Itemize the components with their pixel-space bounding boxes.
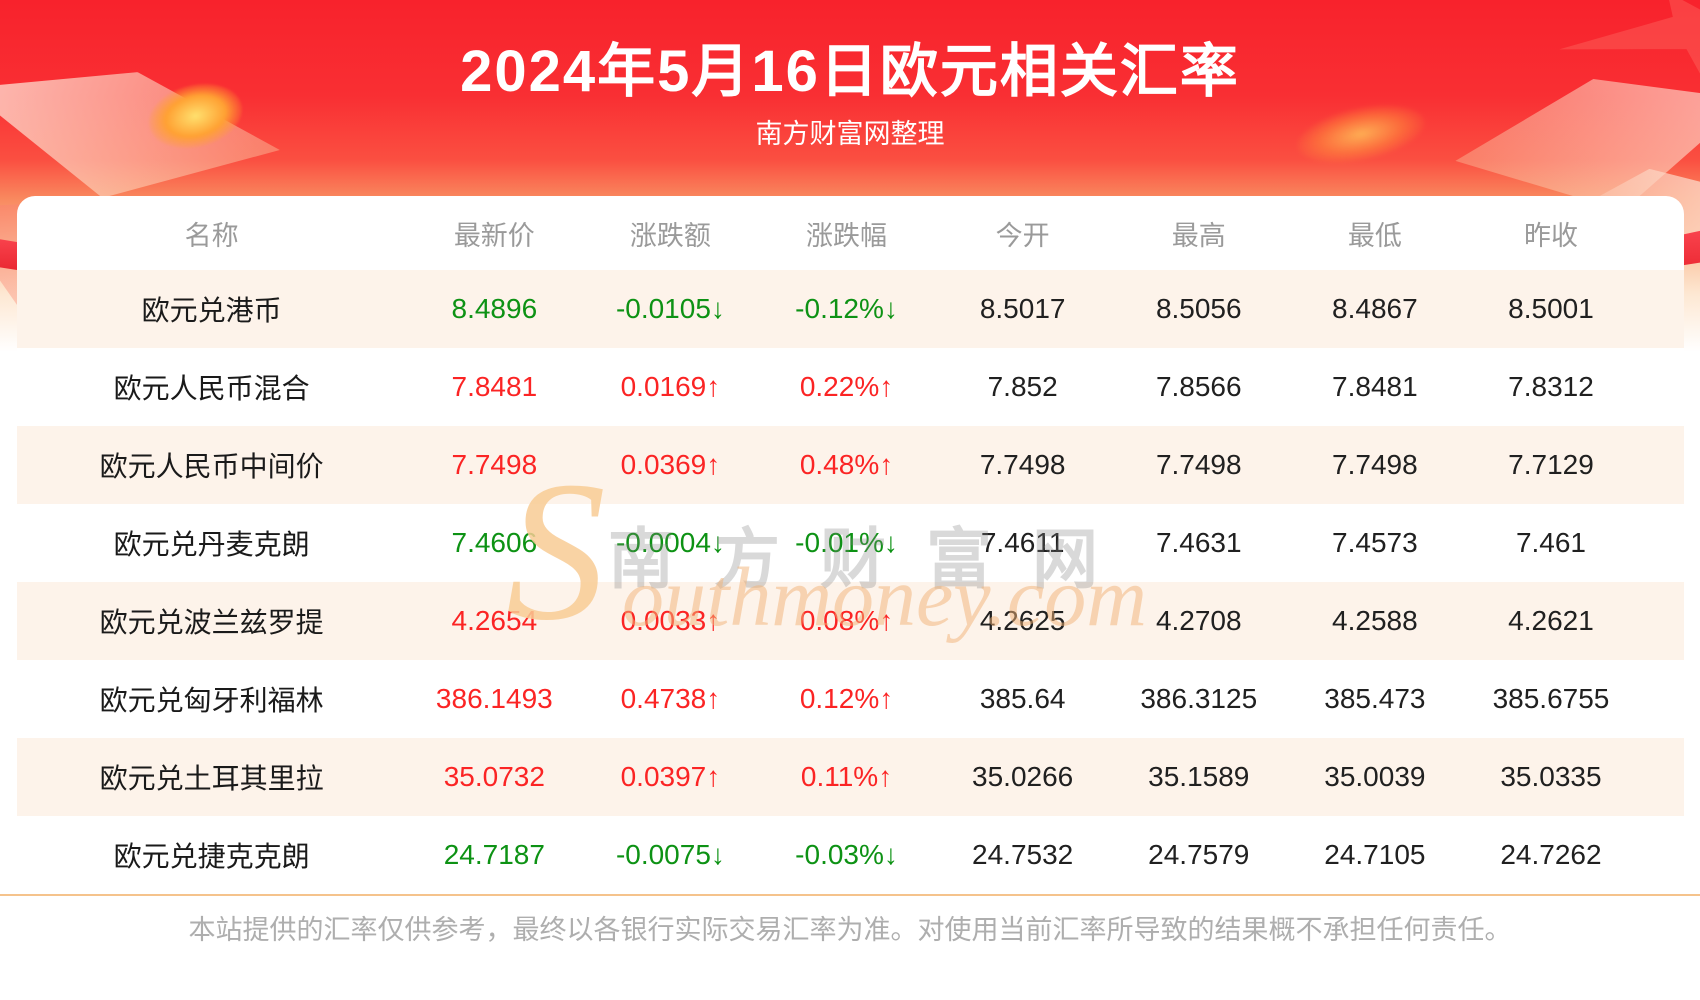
low-price: 8.4867 [1332,293,1418,324]
pair-name: 欧元兑捷克克朗 [113,841,310,872]
table-row: 欧元人民币混合 7.8481 0.0169↑ 0.22%↑ 7.852 7.8566 7.8… [17,348,1684,426]
table-header-row: 名称 最新价 涨跌额 涨跌幅 今开 最高 最低 昨收 [17,196,1684,270]
high-price: 35.1589 [1148,761,1250,792]
open-price: 8.5017 [979,293,1066,324]
table-row: 欧元兑土耳其里拉 35.0732 0.0397↑ 0.11%↑ 35.0266 35.15… [17,738,1684,816]
change-amount: 0.4738↑ [620,683,721,714]
pair-name: 欧元兑波兰兹罗提 [99,607,324,638]
pair-name: 欧元人民币混合 [113,373,310,404]
pair-name: 欧元人民币中间价 [99,451,324,482]
previous-close: 7.7129 [1508,449,1594,480]
change-percent: 0.48%↑ [799,449,894,480]
change-amount: 0.0397↑ [620,761,721,792]
previous-close: 24.7262 [1500,839,1602,870]
high-price: 7.4631 [1155,527,1242,558]
change-percent: -0.01%↓ [795,527,898,558]
low-price: 7.4573 [1332,527,1418,558]
column-header: 今开 [995,220,1050,251]
page-subtitle: 南方财富网整理 [755,119,945,149]
disclaimer-text: 本站提供的汇率仅供参考，最终以各银行实际交易汇率为准。对使用当前汇率所导致的结果… [188,915,1512,945]
table-row: 欧元人民币中间价 7.7498 0.0369↑ 0.48%↑ 7.7498 7.7498 7… [17,426,1684,504]
column-header: 最低 [1347,220,1402,251]
column-header: 涨跌额 [629,220,711,251]
change-percent: -0.12%↓ [795,293,898,324]
pair-name: 欧元兑港币 [141,295,282,326]
low-price: 7.8481 [1332,371,1418,402]
change-percent: 0.12%↑ [799,683,894,714]
table-row: 欧元兑波兰兹罗提 4.2654 0.0033↑ 0.08%↑ 4.2625 4.2708 4… [17,582,1684,660]
table-row: 欧元兑港币 8.4896 -0.0105↓ -0.12%↓ 8.5017 8.5056 8.… [17,270,1684,348]
latest-price: 7.7498 [451,449,538,480]
table-body: 欧元兑港币 8.4896 -0.0105↓ -0.12%↓ 8.5017 8.5056 8.… [17,270,1684,894]
open-price: 35.0266 [972,761,1074,792]
change-amount: -0.0105↓ [615,293,725,324]
previous-close: 4.2621 [1508,605,1594,636]
footer-divider [0,894,1700,896]
low-price: 385.473 [1324,683,1426,714]
low-price: 24.7105 [1324,839,1426,870]
high-price: 24.7579 [1148,839,1250,870]
high-price: 7.8566 [1155,371,1242,402]
column-header: 昨收 [1523,220,1578,251]
low-price: 4.2588 [1332,605,1418,636]
open-price: 7.7498 [979,449,1066,480]
column-header: 涨跌幅 [806,220,888,251]
high-price: 7.7498 [1155,449,1242,480]
previous-close: 7.8312 [1508,371,1594,402]
column-header: 最新价 [453,220,535,251]
change-percent: 0.11%↑ [800,761,893,792]
latest-price: 35.0732 [443,761,545,792]
change-percent: 0.08%↑ [799,605,894,636]
open-price: 7.852 [987,371,1058,402]
change-amount: 0.0033↑ [620,605,721,636]
exchange-rate-table: 名称 最新价 涨跌额 涨跌幅 今开 最高 最低 昨收 欧元兑港币 8.4896 -0.0105↓ -… [17,196,1684,1000]
change-amount: 0.0369↑ [620,449,721,480]
low-price: 35.0039 [1324,761,1426,792]
open-price: 4.2625 [979,605,1066,636]
table-row: 欧元兑捷克克朗 24.7187 -0.0075↓ -0.03%↓ 24.7532 24.7… [17,816,1684,894]
previous-close: 385.6755 [1492,683,1610,714]
previous-close: 7.461 [1515,527,1587,558]
column-header: 最高 [1171,220,1226,251]
low-price: 7.7498 [1332,449,1418,480]
pair-name: 欧元兑土耳其里拉 [99,763,324,794]
latest-price: 7.8481 [451,371,538,402]
previous-close: 8.5001 [1508,293,1594,324]
change-amount: -0.0075↓ [615,839,725,870]
high-price: 386.3125 [1140,683,1258,714]
high-price: 4.2708 [1155,605,1242,636]
previous-close: 35.0335 [1500,761,1602,792]
latest-price: 4.2654 [451,605,538,636]
latest-price: 24.7187 [443,839,545,870]
open-price: 385.64 [979,683,1066,714]
change-amount: 0.0169↑ [620,371,721,402]
change-percent: 0.22%↑ [799,371,894,402]
high-price: 8.5056 [1155,293,1242,324]
latest-price: 7.4606 [451,527,538,558]
table-row: 欧元兑匈牙利福林 386.1493 0.4738↑ 0.12%↑ 385.64 386.3… [17,660,1684,738]
open-price: 7.4611 [980,527,1065,558]
pair-name: 欧元兑匈牙利福林 [99,685,324,716]
latest-price: 386.1493 [435,683,553,714]
column-header: 名称 [184,220,239,251]
page-title: 2024年5月16日欧元相关汇率 [460,39,1240,104]
pair-name: 欧元兑丹麦克朗 [113,529,310,560]
change-percent: -0.03%↓ [795,839,898,870]
open-price: 24.7532 [972,839,1074,870]
change-amount: -0.0004↓ [615,527,725,558]
table-row: 欧元兑丹麦克朗 7.4606 -0.0004↓ -0.01%↓ 7.4611 7.4631… [17,504,1684,582]
latest-price: 8.4896 [451,293,538,324]
